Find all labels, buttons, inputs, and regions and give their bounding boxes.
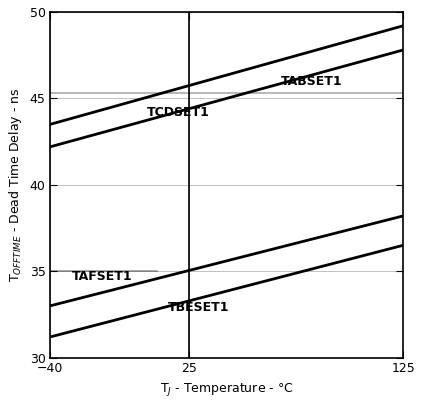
Text: TBESET1: TBESET1	[168, 301, 230, 314]
Y-axis label: T$_{OFFTIME}$ - Dead Time Delay - ns: T$_{OFFTIME}$ - Dead Time Delay - ns	[7, 87, 24, 282]
Text: TAFSET1: TAFSET1	[72, 270, 133, 283]
X-axis label: T$_J$ - Temperature - °C: T$_J$ - Temperature - °C	[160, 381, 294, 398]
Text: TABSET1: TABSET1	[281, 75, 343, 88]
Text: TCDSET1: TCDSET1	[146, 106, 209, 119]
